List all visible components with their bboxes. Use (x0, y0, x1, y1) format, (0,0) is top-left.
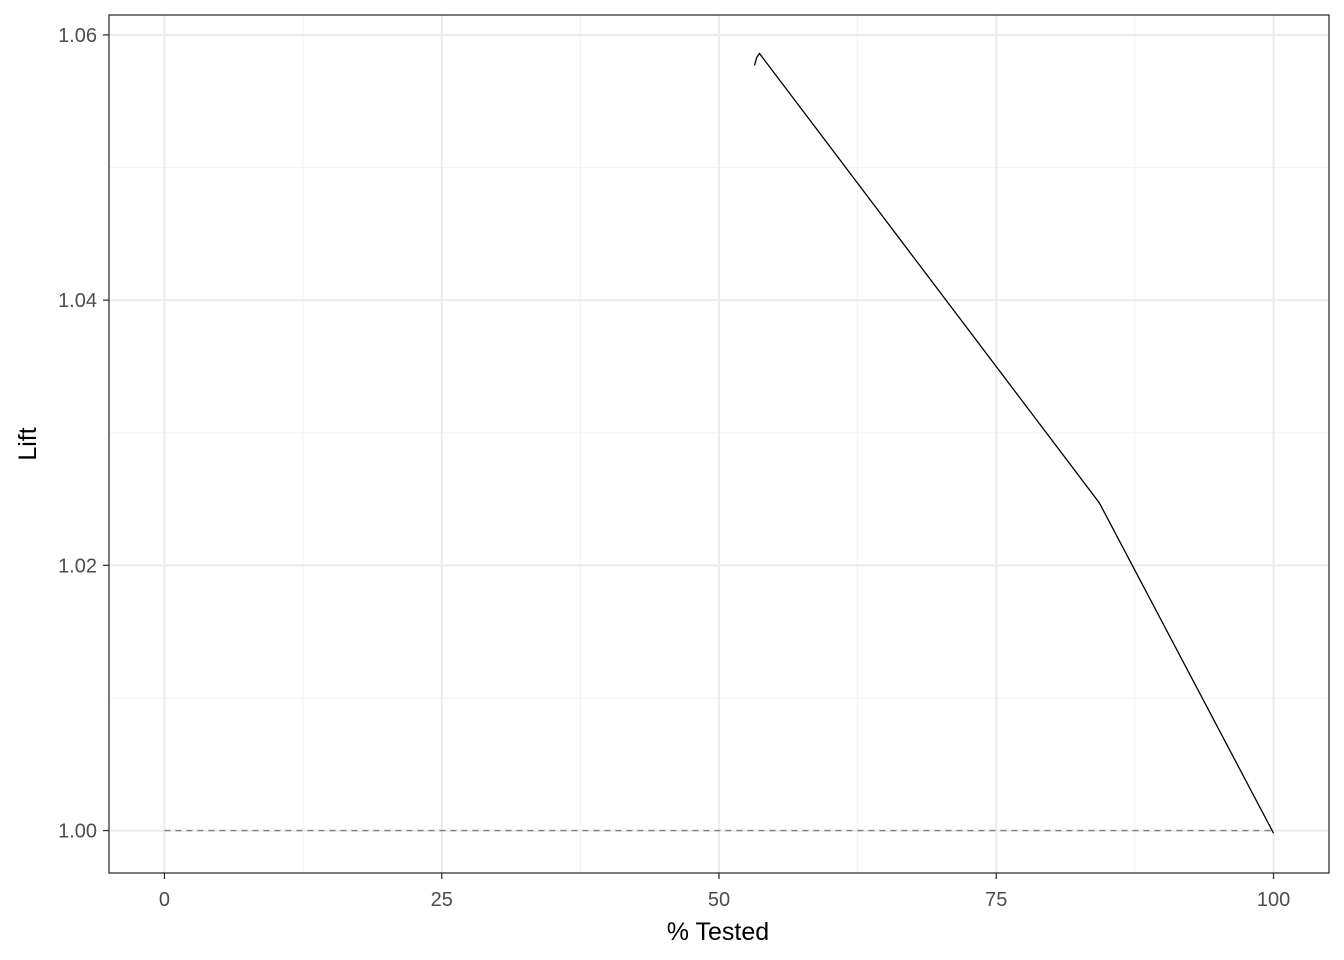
y-tick-label: 1.00 (58, 821, 97, 843)
x-axis-title: % Tested (667, 918, 769, 946)
y-axis-title: Lift (14, 427, 42, 460)
x-tick-label: 75 (985, 889, 1007, 911)
y-tick-label: 1.02 (58, 555, 97, 577)
plot-area (164, 52, 1275, 834)
data-line (753, 52, 1275, 834)
x-tick-label: 50 (708, 889, 730, 911)
x-tick-label: 25 (431, 889, 453, 911)
x-tick-label: 0 (159, 889, 170, 911)
x-tick-label: 100 (1257, 889, 1290, 911)
y-tick-label: 1.04 (58, 290, 97, 312)
y-tick-label: 1.06 (58, 25, 97, 47)
